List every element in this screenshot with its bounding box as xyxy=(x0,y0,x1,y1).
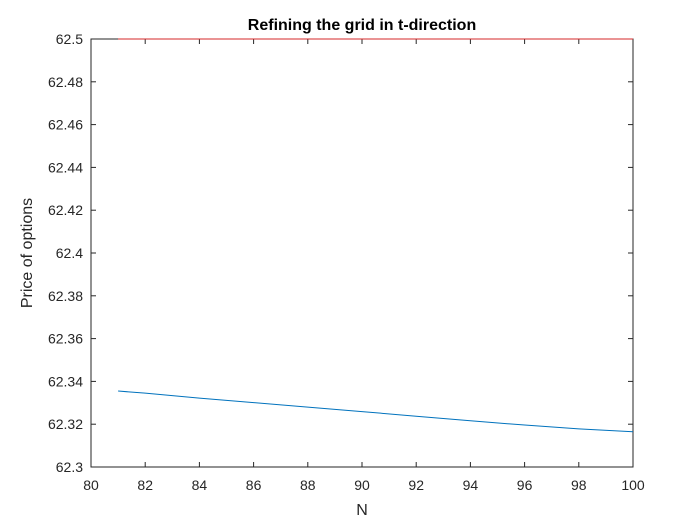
x-tick-label: 90 xyxy=(354,477,370,493)
y-axis-ticks xyxy=(91,38,633,468)
x-tick-label: 84 xyxy=(192,477,208,493)
x-tick-label: 94 xyxy=(463,477,479,493)
x-tick-label: 98 xyxy=(571,477,587,493)
y-axis-tick-labels: 62.3 62.32 62.34 62.36 62.38 62.4 62.42 62.44 62… xyxy=(48,31,83,475)
x-tick-label: 86 xyxy=(246,477,262,493)
x-axis-label: N xyxy=(356,502,368,519)
chart-title: Refining the grid in t-direction xyxy=(248,17,476,34)
y-tick-label: 62.46 xyxy=(48,117,83,133)
y-tick-label: 62.5 xyxy=(56,31,83,47)
series-group xyxy=(118,38,634,433)
y-tick-label: 62.3 xyxy=(56,459,83,475)
plot-frame xyxy=(90,38,634,468)
x-tick-label: 82 xyxy=(137,477,153,493)
x-tick-label: 100 xyxy=(621,477,645,493)
plot-area xyxy=(90,38,634,468)
x-tick-label: 92 xyxy=(408,477,424,493)
y-tick-label: 62.42 xyxy=(48,202,83,218)
y-axis-label: Price of options xyxy=(19,198,36,308)
x-axis-tick-labels: 80 82 84 86 88 90 92 94 96 98 100 xyxy=(83,477,645,493)
y-tick-label: 62.48 xyxy=(48,74,83,90)
y-tick-label: 62.36 xyxy=(48,331,83,347)
y-tick-label: 62.32 xyxy=(48,416,83,432)
x-axis-ticks xyxy=(90,39,634,467)
y-tick-label: 62.44 xyxy=(48,159,83,175)
y-tick-label: 62.34 xyxy=(48,373,83,389)
y-tick-label: 62.4 xyxy=(56,245,83,261)
x-tick-label: 80 xyxy=(83,477,99,493)
x-tick-label: 96 xyxy=(517,477,533,493)
series-line-blue xyxy=(118,390,634,433)
x-tick-label: 88 xyxy=(300,477,316,493)
y-tick-label: 62.38 xyxy=(48,288,83,304)
